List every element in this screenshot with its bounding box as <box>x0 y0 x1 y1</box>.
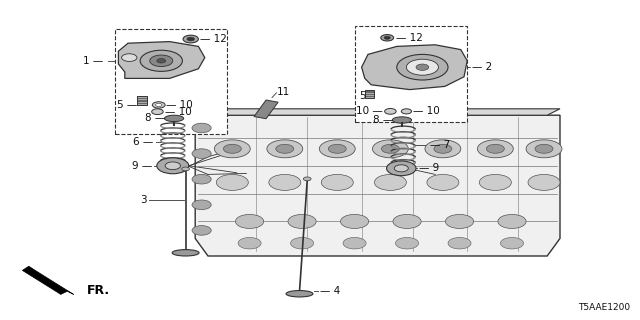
Circle shape <box>396 237 419 249</box>
Circle shape <box>187 37 195 41</box>
Text: T5AAE1200: T5AAE1200 <box>579 303 630 312</box>
Circle shape <box>477 140 513 158</box>
Circle shape <box>157 158 189 174</box>
Polygon shape <box>362 45 467 90</box>
Text: — 7: — 7 <box>430 140 451 150</box>
Circle shape <box>165 162 180 170</box>
Circle shape <box>269 174 301 190</box>
Circle shape <box>288 214 316 228</box>
Circle shape <box>157 59 166 63</box>
Circle shape <box>238 237 261 249</box>
Circle shape <box>291 237 314 249</box>
Circle shape <box>319 140 355 158</box>
Circle shape <box>416 64 429 70</box>
Circle shape <box>343 237 366 249</box>
Text: 3: 3 <box>141 195 147 205</box>
Circle shape <box>393 214 421 228</box>
Text: 8 —: 8 — <box>145 113 165 124</box>
Text: FR.: FR. <box>86 284 109 297</box>
Circle shape <box>445 214 474 228</box>
Text: — 12: — 12 <box>200 34 227 44</box>
Circle shape <box>303 177 311 181</box>
Bar <box>137 96 147 105</box>
Bar <box>254 100 278 119</box>
Circle shape <box>192 149 211 158</box>
Text: 6 —: 6 — <box>133 137 154 148</box>
Text: — 4: — 4 <box>320 286 340 296</box>
Circle shape <box>267 140 303 158</box>
Circle shape <box>192 226 211 235</box>
Circle shape <box>381 35 394 41</box>
Text: 10 —: 10 — <box>356 106 383 116</box>
Circle shape <box>150 55 173 67</box>
Text: — 10: — 10 <box>413 106 440 116</box>
Circle shape <box>385 108 396 114</box>
Text: — 2: — 2 <box>472 62 493 72</box>
Circle shape <box>425 140 461 158</box>
Circle shape <box>156 103 162 107</box>
Circle shape <box>401 109 412 114</box>
Text: 8 —: 8 — <box>372 115 393 125</box>
Circle shape <box>384 36 390 39</box>
Circle shape <box>216 174 248 190</box>
Text: — 10: — 10 <box>165 107 192 117</box>
Circle shape <box>486 144 504 153</box>
Circle shape <box>122 54 137 61</box>
Circle shape <box>406 59 438 75</box>
Circle shape <box>223 144 241 153</box>
Text: 9 —: 9 — <box>132 161 152 171</box>
Circle shape <box>328 144 346 153</box>
Circle shape <box>192 123 211 133</box>
Circle shape <box>152 102 165 108</box>
Text: 11: 11 <box>276 87 290 97</box>
Circle shape <box>397 54 448 80</box>
Circle shape <box>381 144 399 153</box>
Polygon shape <box>208 109 560 115</box>
Circle shape <box>372 140 408 158</box>
Circle shape <box>140 50 182 71</box>
Circle shape <box>192 200 211 210</box>
Circle shape <box>394 165 408 172</box>
Circle shape <box>214 140 250 158</box>
Text: 1 —: 1 — <box>83 56 104 66</box>
Text: — 10: — 10 <box>166 100 193 110</box>
Circle shape <box>374 174 406 190</box>
Ellipse shape <box>172 250 199 256</box>
Circle shape <box>236 214 264 228</box>
Circle shape <box>276 144 294 153</box>
Circle shape <box>183 35 198 43</box>
Circle shape <box>340 214 369 228</box>
Bar <box>365 90 374 98</box>
Circle shape <box>434 144 452 153</box>
Text: 5: 5 <box>359 91 365 101</box>
Circle shape <box>387 161 416 176</box>
Polygon shape <box>195 115 560 256</box>
Circle shape <box>498 214 526 228</box>
Ellipse shape <box>286 291 313 297</box>
Circle shape <box>528 174 560 190</box>
Text: — 12: — 12 <box>396 33 422 43</box>
Circle shape <box>321 174 353 190</box>
Ellipse shape <box>392 117 412 123</box>
Text: — 9: — 9 <box>419 163 440 173</box>
Polygon shape <box>22 266 74 294</box>
Circle shape <box>427 174 459 190</box>
Circle shape <box>448 237 471 249</box>
Polygon shape <box>118 42 205 78</box>
Bar <box>115 29 227 134</box>
Bar <box>355 26 467 122</box>
Circle shape <box>152 109 163 115</box>
Circle shape <box>500 237 524 249</box>
Circle shape <box>479 174 511 190</box>
Circle shape <box>192 174 211 184</box>
Circle shape <box>182 167 189 171</box>
Text: 5 —: 5 — <box>117 100 138 110</box>
Circle shape <box>535 144 553 153</box>
Ellipse shape <box>164 115 184 122</box>
Circle shape <box>526 140 562 158</box>
